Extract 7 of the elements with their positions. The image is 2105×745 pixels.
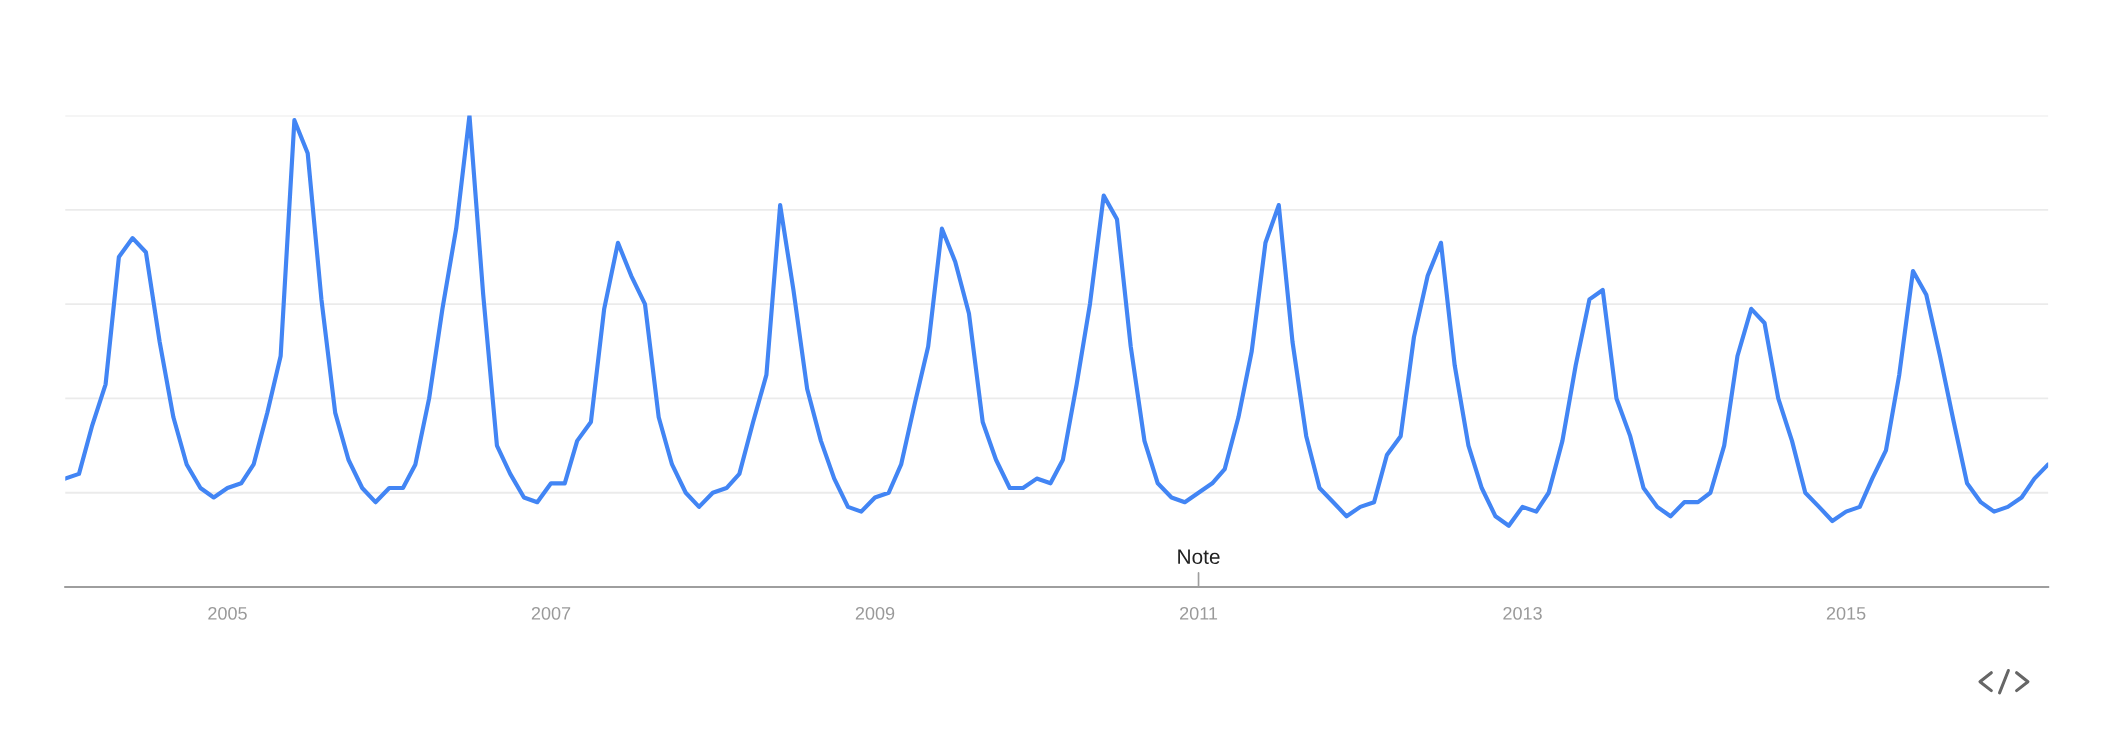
x-tick-label: 2011 [1180,606,1218,620]
x-tick-label: 2005 [208,606,247,620]
x-tick-label: 2013 [1503,606,1542,620]
x-tick-label: 2015 [1826,606,1866,620]
ref-line-label: Note [1178,549,1220,565]
x-tick-label: 2007 [531,606,571,620]
x-tick-label: 2009 [855,606,895,620]
